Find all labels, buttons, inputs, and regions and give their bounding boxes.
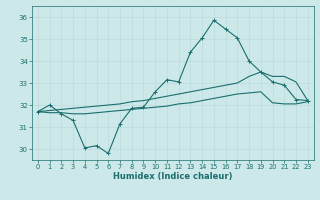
X-axis label: Humidex (Indice chaleur): Humidex (Indice chaleur)	[113, 172, 233, 181]
